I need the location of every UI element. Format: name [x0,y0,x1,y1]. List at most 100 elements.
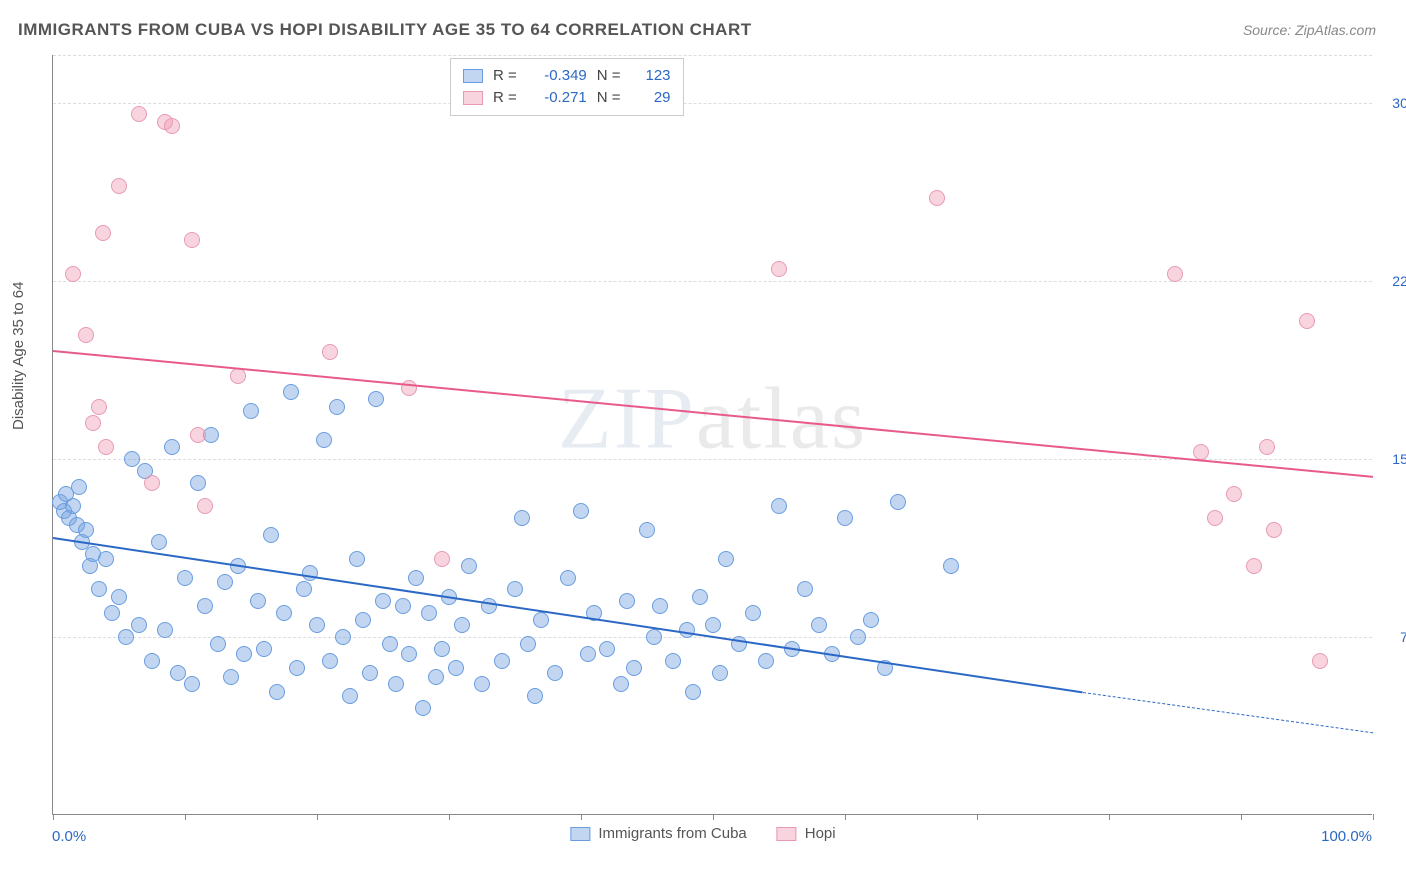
point-cuba [329,399,345,415]
point-hopi [1312,653,1328,669]
point-hopi [1259,439,1275,455]
point-cuba [560,570,576,586]
point-cuba [111,589,127,605]
series-1-label: Immigrants from Cuba [598,825,746,842]
point-cuba [355,612,371,628]
x-tick [977,814,978,820]
point-cuba [408,570,424,586]
point-hopi [111,178,127,194]
point-cuba [322,653,338,669]
point-cuba [71,479,87,495]
point-cuba [850,629,866,645]
chart-title: IMMIGRANTS FROM CUBA VS HOPI DISABILITY … [18,20,752,40]
point-hopi [190,427,206,443]
point-cuba [342,688,358,704]
y-tick-label: 7.5% [1377,629,1406,645]
r-label: R = [493,65,517,87]
point-cuba [91,581,107,597]
point-cuba [124,451,140,467]
n-value-1: 123 [631,65,671,87]
x-tick [53,814,54,820]
point-cuba [481,598,497,614]
x-tick [581,814,582,820]
point-cuba [98,551,114,567]
x-tick [713,814,714,820]
x-tick [1109,814,1110,820]
point-cuba [243,403,259,419]
point-cuba [646,629,662,645]
point-cuba [811,617,827,633]
point-hopi [434,551,450,567]
point-cuba [223,669,239,685]
point-cuba [507,581,523,597]
point-cuba [269,684,285,700]
source-label: Source: ZipAtlas.com [1243,22,1376,38]
point-cuba [349,551,365,567]
point-hopi [1226,486,1242,502]
point-cuba [190,475,206,491]
point-hopi [78,327,94,343]
x-axis-max-label: 100.0% [1321,828,1372,845]
point-hopi [95,225,111,241]
point-cuba [514,510,530,526]
legend-item-1: Immigrants from Cuba [570,825,746,842]
point-cuba [533,612,549,628]
point-cuba [283,384,299,400]
point-cuba [316,432,332,448]
x-tick [317,814,318,820]
point-cuba [375,593,391,609]
point-cuba [78,522,94,538]
point-cuba [362,665,378,681]
point-hopi [85,415,101,431]
point-hopi [65,266,81,282]
point-cuba [580,646,596,662]
y-axis-title: Disability Age 35 to 64 [10,282,27,430]
point-cuba [705,617,721,633]
point-cuba [619,593,635,609]
point-cuba [692,589,708,605]
point-cuba [448,660,464,676]
point-cuba [652,598,668,614]
point-cuba [335,629,351,645]
swatch-series-1 [463,69,483,83]
watermark: ZIPatlas [558,369,867,470]
point-hopi [322,344,338,360]
point-hopi [184,232,200,248]
point-cuba [428,669,444,685]
point-hopi [1167,266,1183,282]
legend-item-2: Hopi [777,825,836,842]
stats-legend: R = -0.349 N = 123 R = -0.271 N = 29 [450,58,684,116]
point-hopi [91,399,107,415]
point-cuba [170,665,186,681]
y-tick-label: 30.0% [1377,95,1406,111]
point-cuba [758,653,774,669]
trend-line [53,537,1083,693]
point-cuba [104,605,120,621]
point-cuba [718,551,734,567]
y-tick-label: 22.5% [1377,273,1406,289]
point-cuba [573,503,589,519]
point-cuba [197,598,213,614]
stats-legend-row-1: R = -0.349 N = 123 [463,65,671,87]
x-tick [185,814,186,820]
point-cuba [599,641,615,657]
point-cuba [797,581,813,597]
stats-legend-row-2: R = -0.271 N = 29 [463,87,671,109]
n-label-2: N = [597,87,621,109]
point-cuba [382,636,398,652]
point-hopi [98,439,114,455]
trend-line [1083,692,1374,733]
n-value-2: 29 [631,87,671,109]
point-cuba [250,593,266,609]
point-hopi [401,380,417,396]
y-tick-label: 15.0% [1377,451,1406,467]
swatch-series-2-bottom [777,827,797,841]
point-hopi [164,118,180,134]
point-cuba [665,653,681,669]
point-cuba [494,653,510,669]
point-cuba [276,605,292,621]
gridline [53,55,1372,56]
point-cuba [217,574,233,590]
point-cuba [943,558,959,574]
point-cuba [151,534,167,550]
